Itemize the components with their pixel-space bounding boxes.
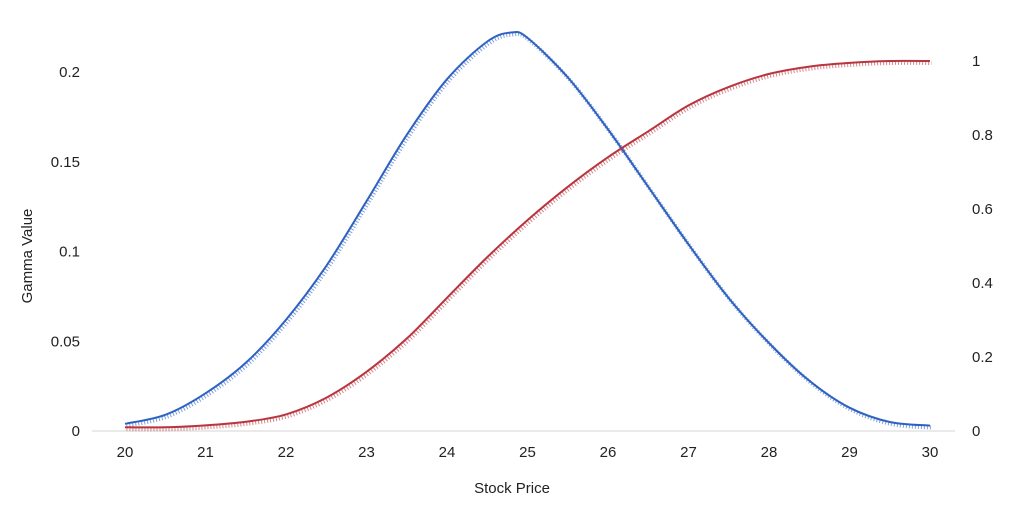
y2-tick-label: 0.2 bbox=[972, 349, 993, 366]
y-tick-labels: 0 0.05 0.1 0.15 0.2 bbox=[51, 64, 80, 440]
x-tick-label: 25 bbox=[519, 444, 536, 461]
series-layer bbox=[124, 30, 932, 432]
y2-tick-label: 0.4 bbox=[972, 275, 993, 292]
x-tick-label: 20 bbox=[117, 444, 134, 461]
x-tick-label: 29 bbox=[841, 444, 858, 461]
series-shadow bbox=[126, 31, 932, 430]
y2-tick-labels: 0 0.2 0.4 0.6 0.8 1 bbox=[972, 53, 993, 440]
y2-tick-label: 0 bbox=[972, 423, 980, 440]
x-tick-labels: 20 21 22 23 24 25 26 27 28 29 30 bbox=[117, 444, 939, 461]
y2-tick-label: 0.6 bbox=[972, 201, 993, 218]
y-tick-label: 0.2 bbox=[59, 64, 80, 81]
x-tick-label: 21 bbox=[197, 444, 214, 461]
y-tick-label: 0.15 bbox=[51, 154, 80, 171]
x-tick-label: 28 bbox=[761, 444, 778, 461]
y2-tick-label: 0.8 bbox=[972, 127, 993, 144]
y-tick-label: 0 bbox=[72, 423, 80, 440]
x-tick-label: 23 bbox=[358, 444, 375, 461]
x-tick-label: 30 bbox=[922, 444, 939, 461]
x-axis-title: Stock Price bbox=[474, 480, 550, 497]
y-axis-title: Gamma Value bbox=[19, 209, 36, 304]
series-shadow bbox=[126, 60, 932, 432]
y-tick-label: 0.1 bbox=[59, 244, 80, 261]
x-tick-label: 26 bbox=[600, 444, 617, 461]
x-tick-label: 27 bbox=[680, 444, 697, 461]
series-line bbox=[124, 30, 931, 427]
x-tick-label: 24 bbox=[439, 444, 456, 461]
x-tick-label: 22 bbox=[278, 444, 295, 461]
y2-tick-label: 1 bbox=[972, 53, 980, 70]
series-line bbox=[124, 59, 931, 429]
y-tick-label: 0.05 bbox=[51, 333, 80, 350]
